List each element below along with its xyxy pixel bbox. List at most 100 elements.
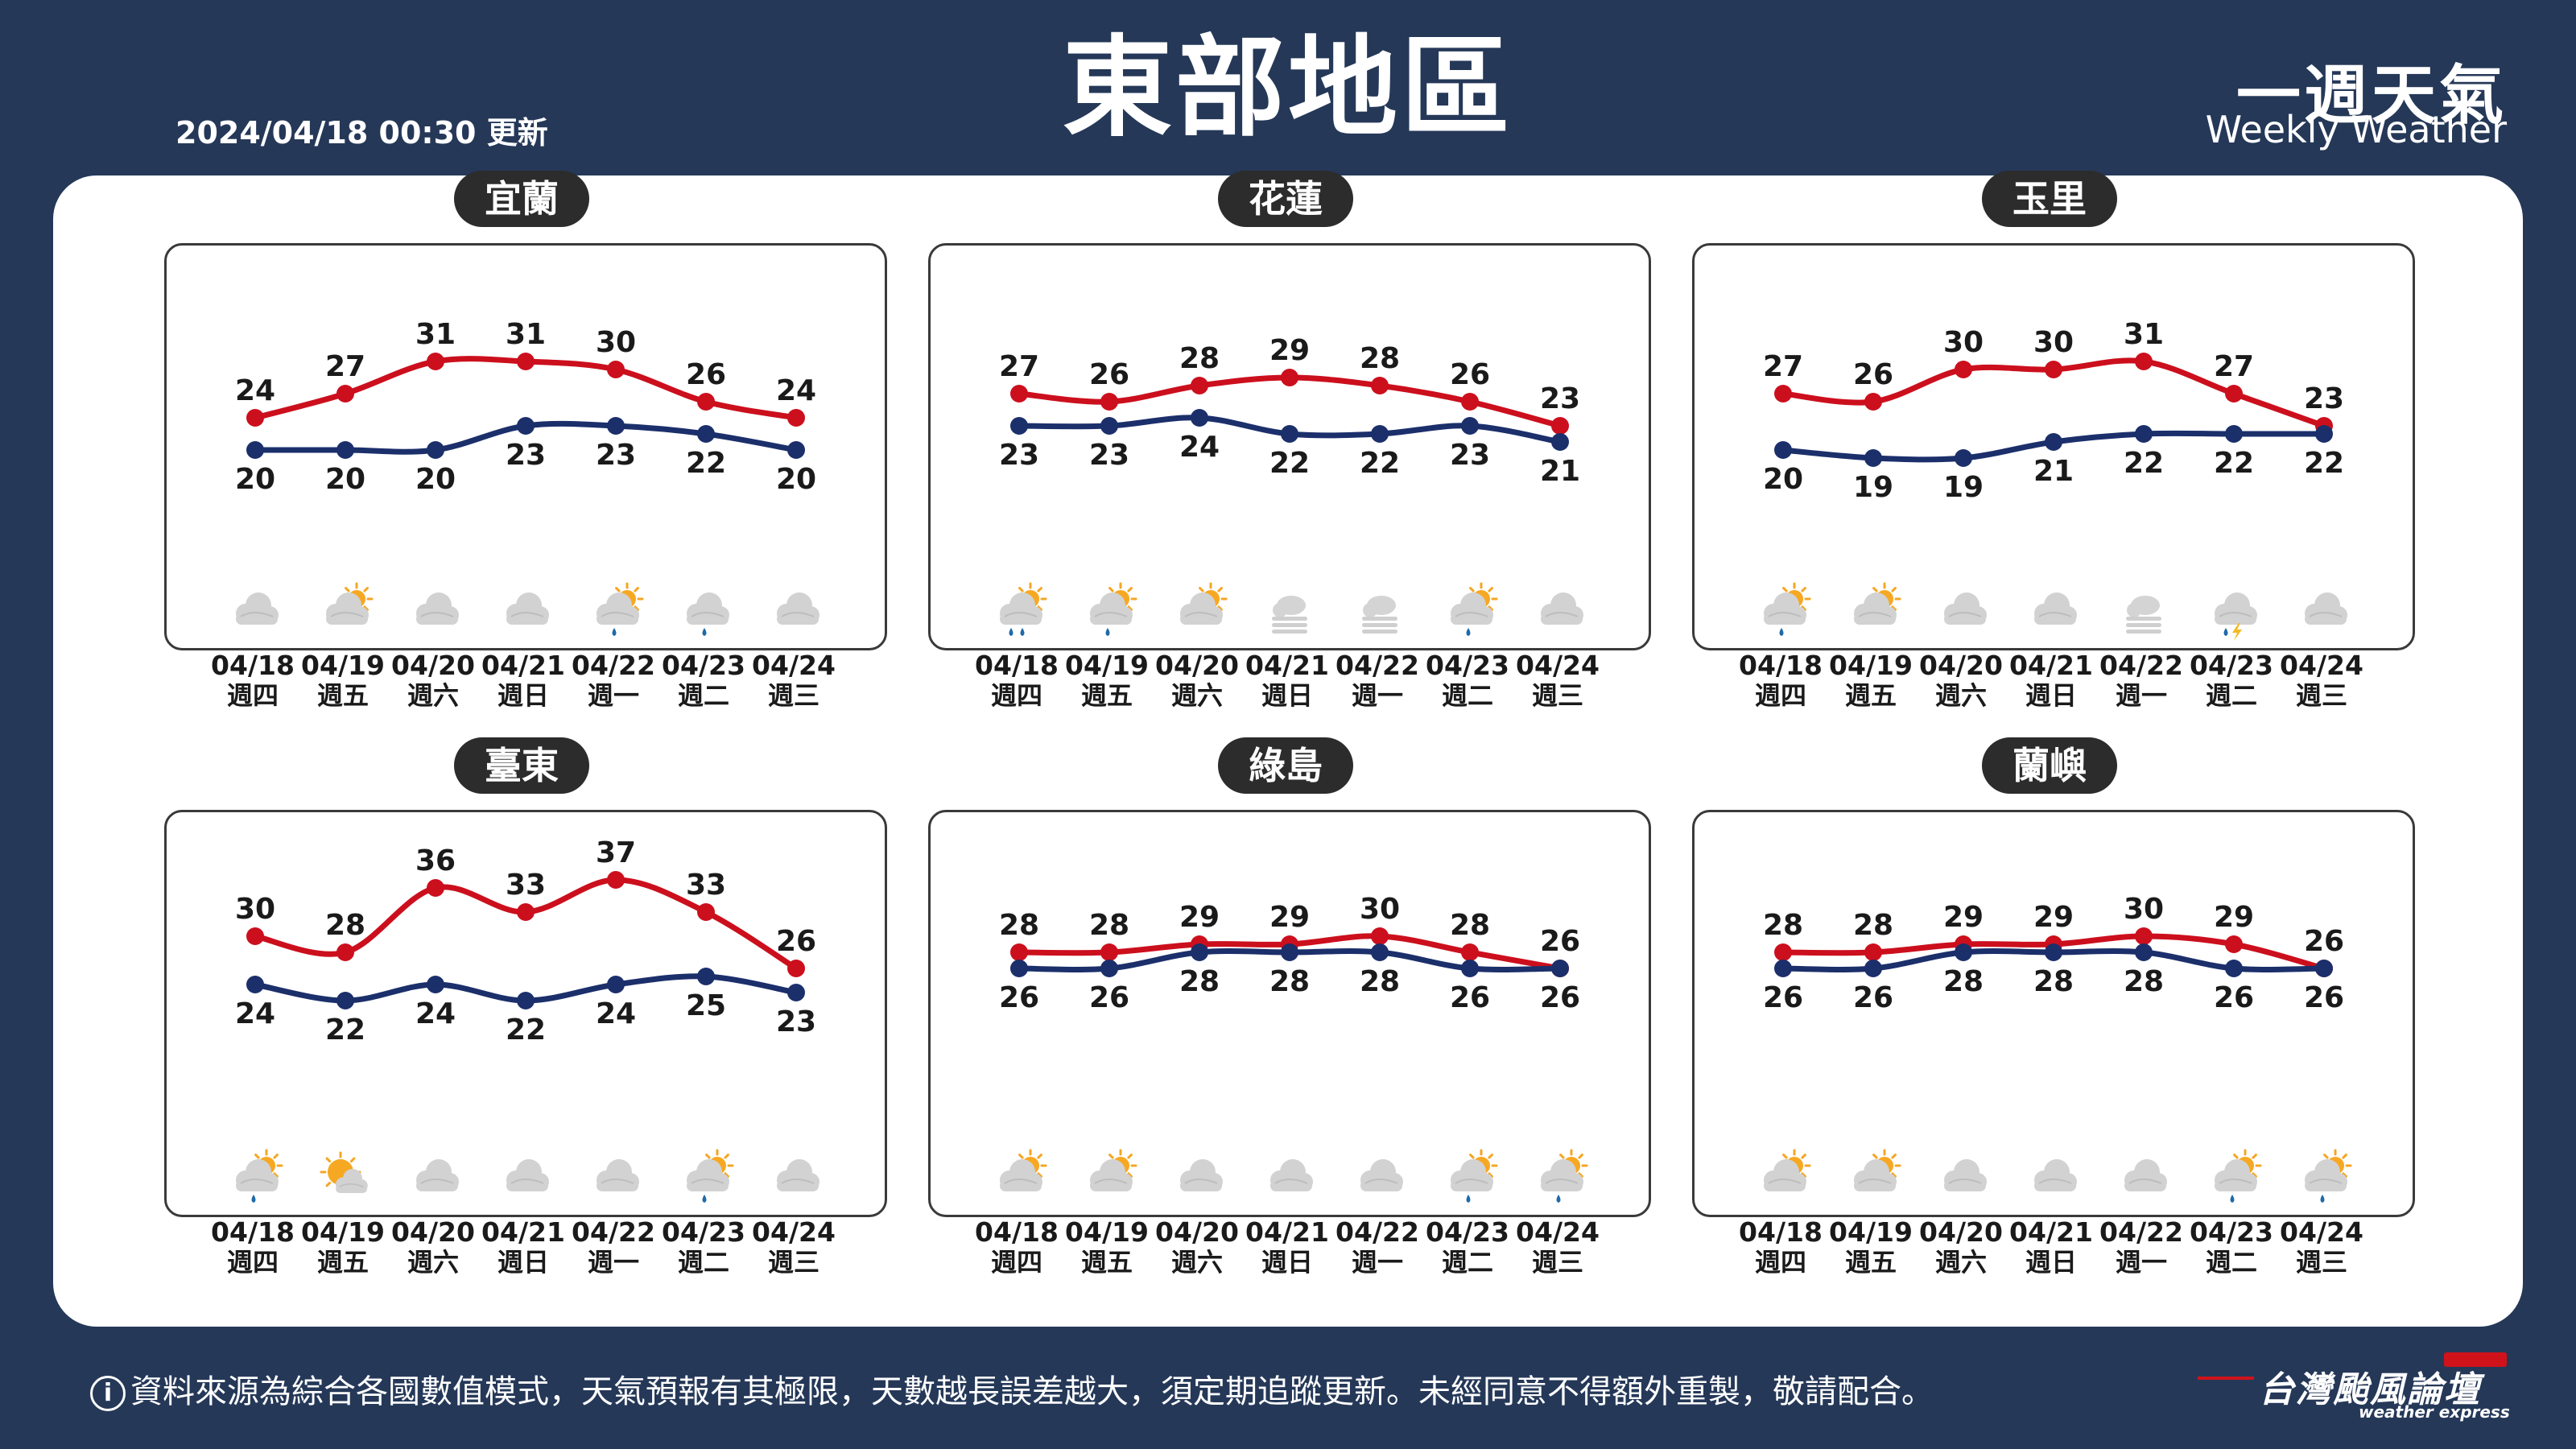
weekday-text: 週四 xyxy=(226,1247,279,1278)
low-temp-label: 21 xyxy=(1540,455,1580,488)
date-text: 04/21 xyxy=(1245,650,1329,681)
date-text: 04/22 xyxy=(572,1216,655,1248)
date-label: 04/23 週二 xyxy=(1419,1217,1516,1278)
cloud-icon xyxy=(326,592,369,625)
low-temp-point xyxy=(1955,449,1972,467)
high-temp-label: 29 xyxy=(1269,901,1310,934)
raindrop-icon xyxy=(702,628,707,636)
weekday-text: 週二 xyxy=(2205,1247,2257,1278)
date-label: 04/21 週日 xyxy=(2003,650,2099,711)
weather-icon xyxy=(2305,592,2347,625)
low-temp-label: 22 xyxy=(2124,447,2164,480)
date-text: 04/20 xyxy=(391,650,475,681)
high-temp-point xyxy=(1551,417,1569,435)
high-temp-label: 27 xyxy=(999,350,1039,383)
date-text: 04/22 xyxy=(1335,1216,1419,1248)
date-label: 04/18 週四 xyxy=(204,650,301,711)
date-label: 04/23 週二 xyxy=(655,650,752,711)
cloud-icon xyxy=(506,592,549,625)
date-text: 04/19 xyxy=(1065,1216,1149,1248)
date-label: 04/20 週六 xyxy=(1913,1217,2009,1278)
weather-icon xyxy=(1180,1159,1223,1191)
weather-icon xyxy=(506,592,549,625)
high-temp-label: 27 xyxy=(325,350,365,383)
weather-icon xyxy=(597,582,644,636)
high-temp-label: 26 xyxy=(1853,358,1893,391)
low-temp-label: 23 xyxy=(596,439,636,472)
date-text: 04/22 xyxy=(572,650,655,681)
high-temp-label: 31 xyxy=(506,318,546,351)
high-temp-label: 30 xyxy=(596,326,636,359)
temperature-chart: 28 28 29 29 30 28 26 26 26 28 28 28 26 26 xyxy=(999,893,1588,1203)
cloud-icon xyxy=(777,1159,819,1191)
date-text: 04/21 xyxy=(481,1216,565,1248)
weekday-text: 週六 xyxy=(1170,680,1223,711)
cloud-icon xyxy=(1362,596,1397,634)
logo-tagline: weather express xyxy=(2359,1402,2510,1422)
date-text: 04/22 xyxy=(2099,650,2183,681)
cloud-icon xyxy=(1854,1159,1897,1191)
weekday-text: 週六 xyxy=(1934,680,1987,711)
low-temp-point xyxy=(1010,960,1028,977)
date-label: 04/24 週三 xyxy=(1509,650,1606,711)
high-temp-label: 33 xyxy=(506,869,546,902)
weather-icon xyxy=(1764,582,1811,636)
high-temp-point xyxy=(1010,943,1028,961)
low-temp-label: 20 xyxy=(415,463,456,496)
date-label: 04/23 週二 xyxy=(2183,650,2280,711)
date-label: 04/20 週六 xyxy=(1149,650,1245,711)
weather-icon xyxy=(1944,592,1987,625)
low-temp-label: 23 xyxy=(776,1005,816,1038)
weekday-text: 週日 xyxy=(497,1247,549,1278)
low-temp-point xyxy=(1551,433,1569,451)
weekday-text: 週二 xyxy=(677,1247,729,1278)
date-label: 04/19 週五 xyxy=(1059,1216,1155,1278)
date-text: 04/18 xyxy=(975,650,1059,681)
date-label: 04/22 週一 xyxy=(565,1216,662,1278)
low-temp-point xyxy=(1371,943,1389,961)
high-temp-point xyxy=(2135,353,2153,370)
weather-icon xyxy=(506,1159,549,1191)
high-temp-label: 31 xyxy=(2124,318,2164,351)
date-text: 04/18 xyxy=(211,1216,295,1248)
weekday-text: 週五 xyxy=(1080,680,1133,711)
weather-icon xyxy=(1541,592,1583,625)
cloud-icon xyxy=(2305,592,2347,625)
date-label: 04/21 週日 xyxy=(475,650,572,711)
weekday-text: 週六 xyxy=(1170,1247,1223,1278)
date-label: 04/21 週日 xyxy=(1239,1217,1335,1278)
weather-icon xyxy=(1090,1149,1137,1191)
low-temp-label: 28 xyxy=(1179,965,1220,998)
date-label: 04/18 週四 xyxy=(968,1217,1065,1278)
cloud-icon xyxy=(1090,1159,1133,1191)
low-temp-label: 25 xyxy=(686,989,726,1022)
date-text: 04/20 xyxy=(1919,650,2003,681)
weather-icon xyxy=(416,1159,459,1191)
date-text: 04/20 xyxy=(391,1216,475,1248)
low-temp-point xyxy=(2135,425,2153,443)
low-temp-label: 24 xyxy=(415,997,456,1030)
high-temp-label: 27 xyxy=(2214,350,2254,383)
low-temp-point xyxy=(1774,960,1792,977)
date-text: 04/21 xyxy=(2009,1216,2093,1248)
low-temp-point xyxy=(2045,943,2062,961)
high-temp-point xyxy=(1864,393,1882,411)
low-temp-label: 21 xyxy=(2033,455,2074,488)
high-temp-point xyxy=(517,903,535,921)
weekday-text: 週一 xyxy=(1351,680,1403,711)
low-temp-point xyxy=(336,441,354,459)
weather-icon xyxy=(236,1149,283,1203)
weekday-text: 週四 xyxy=(990,680,1042,711)
cloud-icon xyxy=(1854,592,1897,625)
weather-icon xyxy=(687,1149,734,1203)
date-text: 04/24 xyxy=(752,1216,836,1248)
raindrop-icon xyxy=(1779,628,1784,636)
date-text: 04/24 xyxy=(1516,1216,1600,1248)
cloud-icon xyxy=(416,592,459,625)
weather-icon xyxy=(1451,1149,1498,1203)
low-temp-point xyxy=(246,976,264,993)
cloud-icon xyxy=(2215,1159,2257,1191)
date-label: 04/24 週三 xyxy=(2273,1217,2370,1278)
low-temp-label: 19 xyxy=(1853,471,1893,504)
date-text: 04/18 xyxy=(1739,650,1823,681)
